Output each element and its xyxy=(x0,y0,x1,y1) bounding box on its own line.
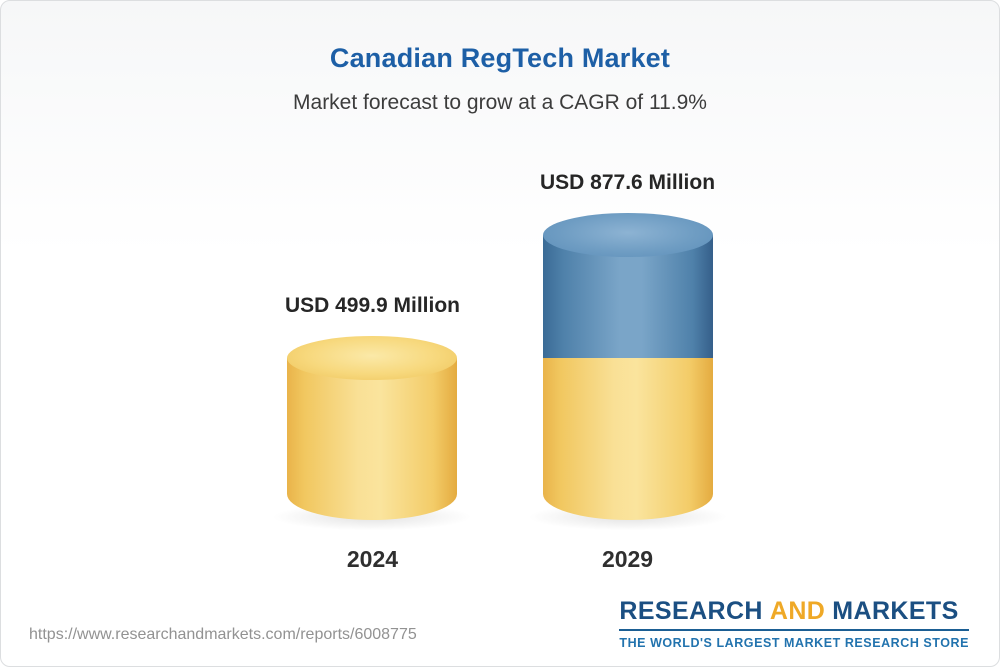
year-label-2024: 2024 xyxy=(346,546,399,572)
cylinder-2029-cap xyxy=(542,213,713,258)
page-title: Canadian RegTech Market xyxy=(329,43,671,73)
year-label-2029: 2029 xyxy=(601,546,654,572)
cylinder-bar-chart: USD 499.9 Million 2024 USD 877.6 Million… xyxy=(1,167,999,573)
page-subtitle: Market forecast to grow at a CAGR of 11.… xyxy=(293,91,707,114)
logo-word-research: RESEARCH xyxy=(619,597,763,625)
value-label-2029: USD 877.6 Million xyxy=(540,171,716,195)
research-and-markets-logo: RESEARCH AND MARKETS THE WORLD'S LARGEST M… xyxy=(619,597,969,650)
cylinder-2029-base-segment xyxy=(542,357,713,520)
header: Canadian RegTech Market Market forecast … xyxy=(1,1,999,115)
footer: https://www.researchandmarkets.com/repor… xyxy=(1,597,999,666)
cylinder-2024-body xyxy=(287,357,458,520)
logo-word-and: AND xyxy=(769,597,826,625)
bar-group-2029: USD 877.6 Million 2029 xyxy=(524,171,731,573)
logo-word-markets: MARKETS xyxy=(832,597,959,625)
cylinder-2029 xyxy=(524,213,731,531)
bar-group-2024: USD 499.9 Million 2024 xyxy=(269,293,476,573)
report-url: https://www.researchandmarkets.com/repor… xyxy=(29,626,417,643)
logo-underline xyxy=(619,629,969,631)
cylinder-2024 xyxy=(269,335,476,531)
logo-tagline: THE WORLD'S LARGEST MARKET RESEARCH STOR… xyxy=(619,636,969,650)
value-label-2024: USD 499.9 Million xyxy=(284,293,460,317)
logo-wordmark: RESEARCH AND MARKETS xyxy=(619,597,969,626)
cylinder-2024-cap xyxy=(287,335,458,380)
